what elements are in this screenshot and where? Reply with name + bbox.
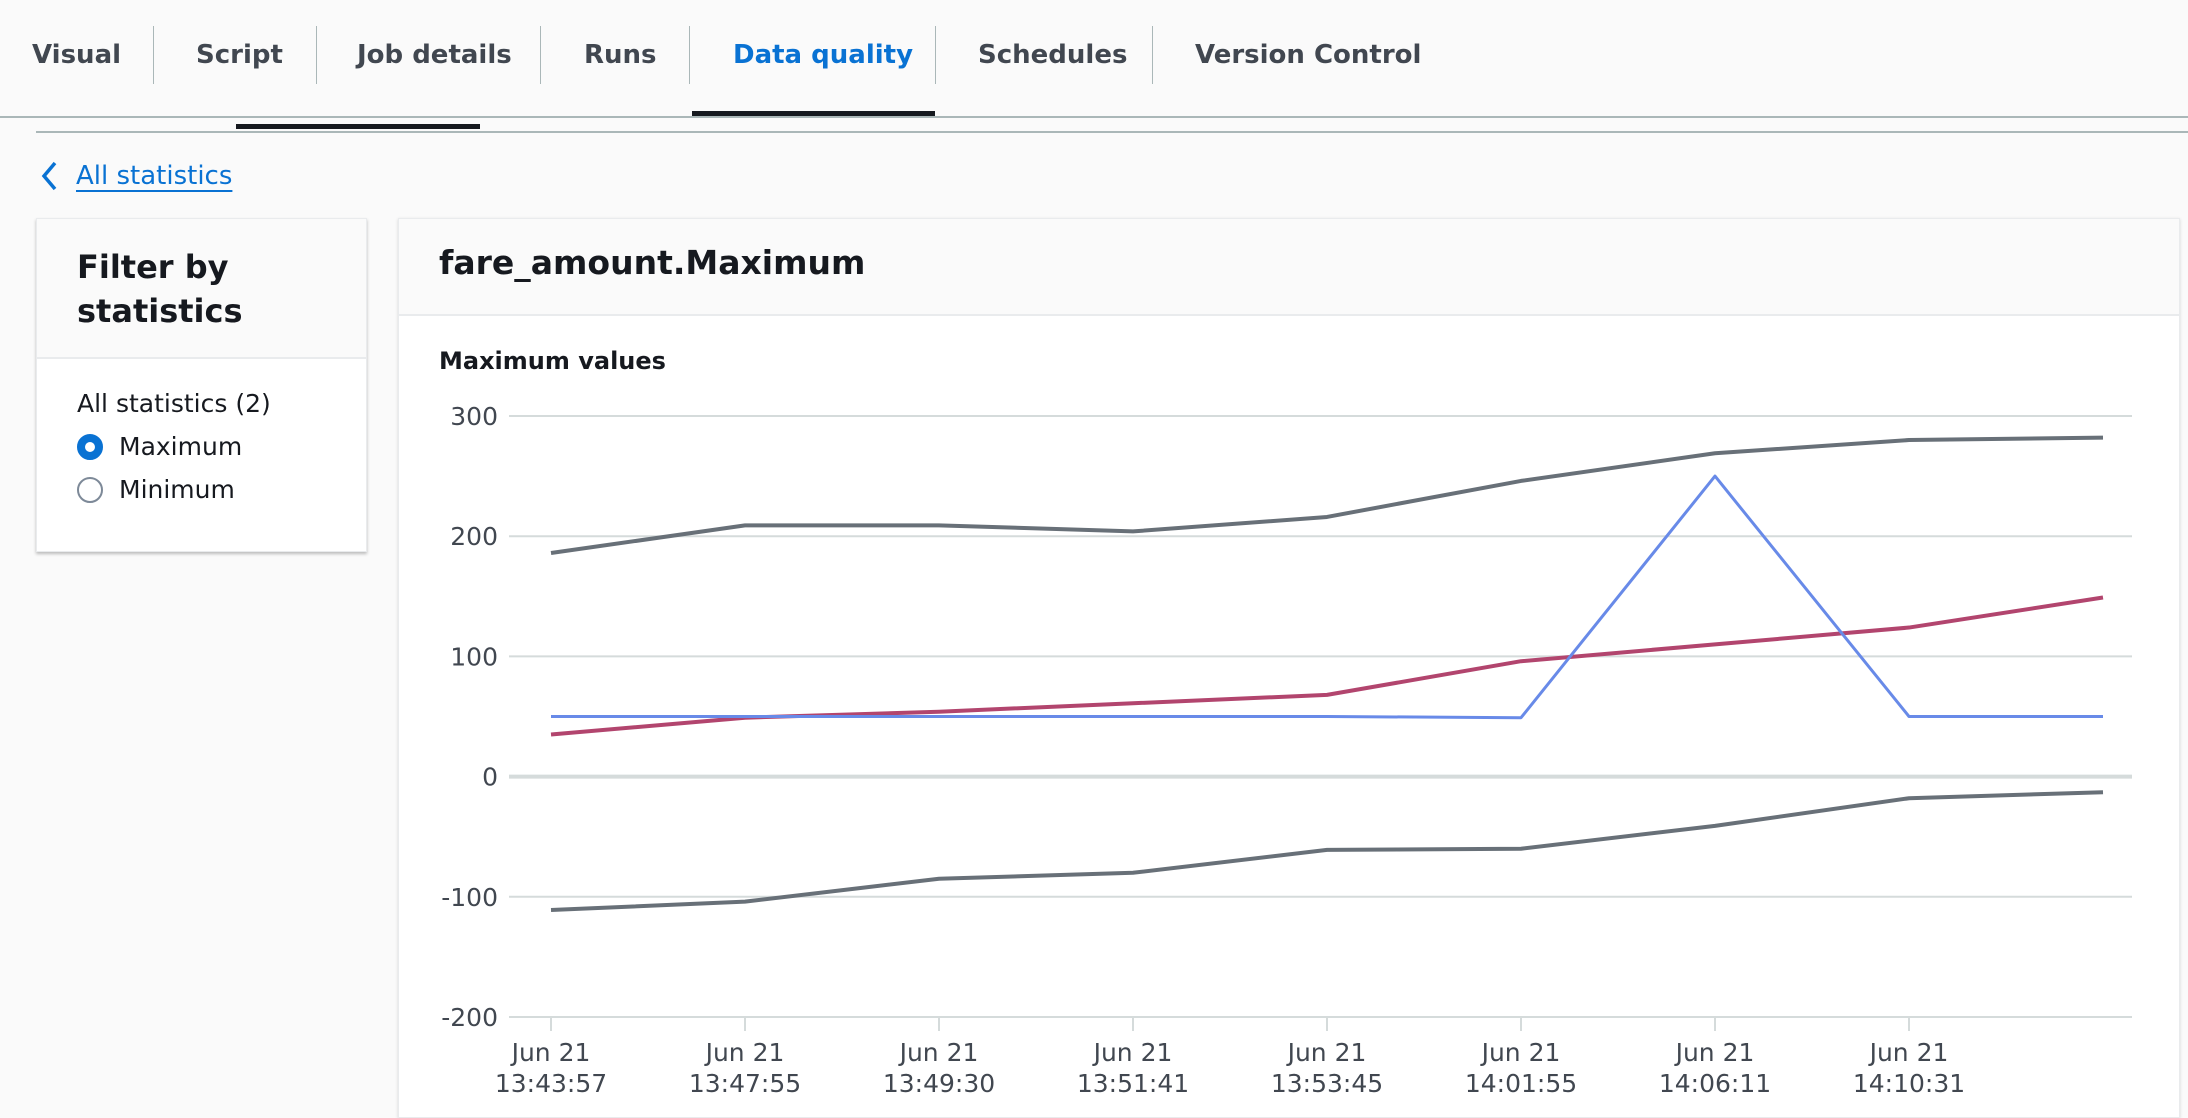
y-tick-label: 300 [450,402,498,431]
tab-divider [153,26,154,84]
tab-divider [540,26,541,84]
y-tick-label: 0 [482,763,498,792]
x-tick-label: Jun 21 14:10:31 [1853,1038,1965,1098]
filter-title: Filter by statistics [37,219,366,359]
radio-unselected-icon[interactable] [77,476,103,503]
x-tick-label: Jun 21 13:51:41 [1077,1038,1189,1098]
y-tick-label: -100 [441,883,498,912]
tab-divider [1152,26,1153,84]
all-statistics-link[interactable]: All statistics [76,161,233,191]
tab-bar: Visual Script Job details Runs Data qual… [0,0,2188,118]
filter-group-label: All statistics (2) [77,389,271,418]
active-tab-indicator [692,111,935,116]
series-line-2 [550,595,2104,737]
tab-version-control[interactable]: Version Control [1195,40,1422,70]
x-tick-label: Jun 21 13:43:57 [495,1038,607,1098]
tab-divider [689,26,690,84]
y-tick-label: -200 [441,1003,498,1032]
radio-maximum[interactable]: Maximum [77,432,326,461]
y-tick-label: 100 [450,642,498,671]
tab-visual[interactable]: Visual [32,40,122,70]
x-tick-label: Jun 21 13:47:55 [689,1038,801,1098]
statistic-panel: fare_amount.Maximum Maximum values [398,218,2180,1118]
series-line-1 [550,790,2104,913]
tab-job-details[interactable]: Job details [357,40,512,70]
radio-selected-icon[interactable] [77,433,103,460]
radio-label: Minimum [119,475,235,504]
breadcrumb: All statistics [40,160,232,192]
chevron-left-icon[interactable] [40,160,58,192]
chart-title: Maximum values [439,347,666,375]
tab-script[interactable]: Script [196,40,283,70]
tab-schedules[interactable]: Schedules [978,40,1128,70]
x-tick-label: Jun 21 13:49:30 [883,1038,995,1098]
divider [36,131,2188,133]
y-tick-label: 200 [450,522,498,551]
tab-divider [316,26,317,84]
x-tick-label: Jun 21 13:53:45 [1271,1038,1383,1098]
series-line-0 [550,435,2104,556]
tab-divider [935,26,936,84]
tab-runs[interactable]: Runs [584,40,657,70]
x-tick-label: Jun 21 14:01:55 [1465,1038,1577,1098]
tab-data-quality[interactable]: Data quality [733,40,914,70]
tab-indicator [236,124,480,129]
filter-panel: Filter by statistics All statistics (2) … [36,218,367,552]
radio-label: Maximum [119,432,243,461]
series-line-3 [551,474,2103,720]
radio-minimum[interactable]: Minimum [77,475,326,504]
panel-title: fare_amount.Maximum [399,219,2179,316]
x-tick-label: Jun 21 14:06:11 [1659,1038,1771,1098]
